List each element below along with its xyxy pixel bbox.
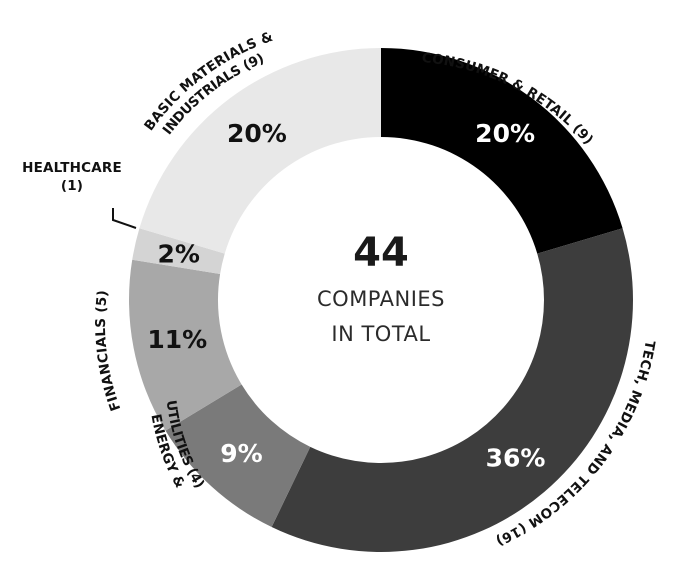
donut-slice-financials bbox=[129, 259, 242, 431]
percent-label-energy: 9% bbox=[220, 439, 262, 468]
percent-labels: 20% 36% 9% 11% 2% 20% bbox=[147, 119, 545, 472]
percent-label-financials: 11% bbox=[147, 325, 207, 354]
donut-slice-healthcare bbox=[132, 228, 225, 274]
donut-slice-energy bbox=[165, 384, 311, 528]
center-total-value: 44 bbox=[353, 230, 409, 276]
donut-slice-consumer bbox=[381, 48, 623, 254]
center-total-label-line2: IN TOTAL bbox=[331, 322, 430, 346]
category-label-financials: FINANCIALS (5) bbox=[93, 289, 124, 413]
category-label-healthcare-line2: (1) bbox=[61, 178, 83, 194]
percent-label-tech: 36% bbox=[486, 444, 546, 473]
donut-slices bbox=[129, 48, 633, 552]
percent-label-healthcare: 2% bbox=[157, 239, 199, 268]
category-label-healthcare-line1: HEALTHCARE bbox=[22, 160, 122, 176]
center-total-label-line1: COMPANIES bbox=[317, 287, 445, 311]
percent-label-basic: 20% bbox=[227, 119, 287, 148]
donut-slice-tech bbox=[271, 228, 633, 552]
percent-label-consumer: 20% bbox=[475, 119, 535, 148]
donut-slice-basic bbox=[139, 48, 381, 254]
healthcare-leader-line bbox=[112, 208, 137, 229]
center-total: 44 COMPANIES IN TOTAL bbox=[317, 230, 445, 346]
